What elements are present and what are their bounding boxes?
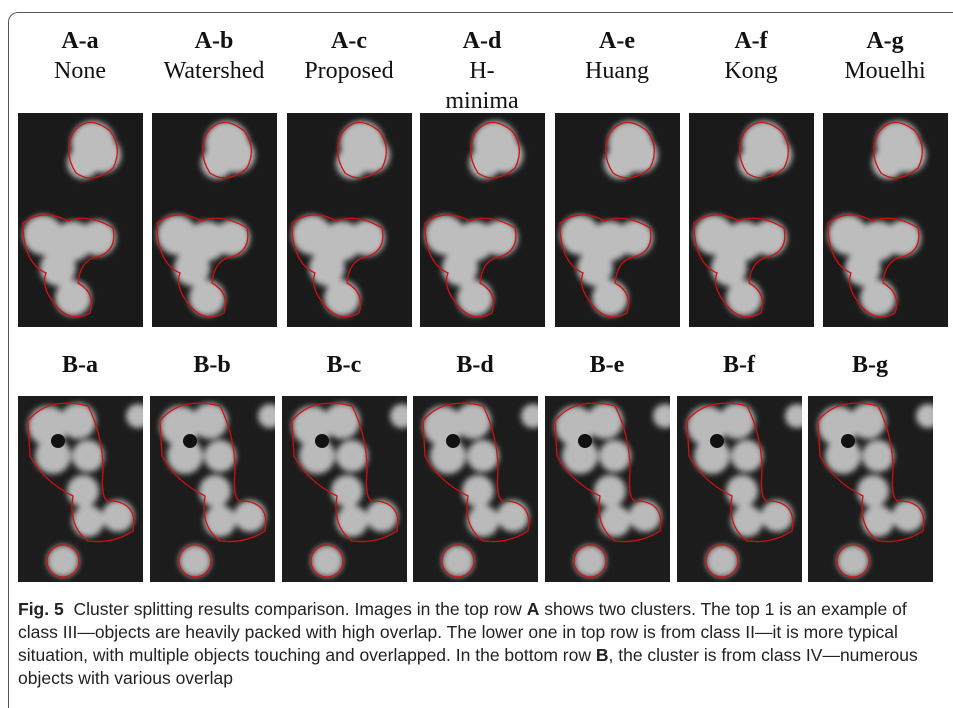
panel-label: B-c <box>279 350 409 380</box>
image-panel <box>282 396 407 582</box>
method-name: Mouelhi <box>844 58 925 84</box>
image <box>282 396 407 582</box>
image-panel <box>689 113 814 327</box>
image <box>808 396 933 582</box>
image <box>287 113 412 327</box>
image <box>677 396 802 582</box>
caption-bold: A <box>527 599 540 619</box>
image <box>152 113 277 327</box>
panel-label: B-g <box>805 350 935 380</box>
panel-id: B-f <box>674 350 804 380</box>
panel-id: A-c <box>284 26 414 56</box>
image <box>689 113 814 327</box>
caption-bold: B <box>596 645 609 665</box>
image-panel <box>808 396 933 582</box>
panel-id: A-e <box>552 26 682 56</box>
method-name: Watershed <box>164 58 265 84</box>
image-panel <box>545 396 670 582</box>
image <box>545 396 670 582</box>
image-panel <box>18 113 143 327</box>
panel-id: A-g <box>820 26 950 56</box>
image-panel <box>150 396 275 582</box>
panel-id: A-f <box>686 26 816 56</box>
caption-label: Fig. 5 <box>18 599 64 619</box>
image <box>150 396 275 582</box>
panel-id: B-b <box>147 350 277 380</box>
panel-label: B-b <box>147 350 277 380</box>
panel-label: B-d <box>410 350 540 380</box>
image-panel <box>287 113 412 327</box>
image-panel <box>823 113 948 327</box>
image-panel <box>152 113 277 327</box>
method-name: Kong <box>724 58 777 84</box>
method-name: H-minima <box>445 58 518 114</box>
image-panel <box>18 396 143 582</box>
panel-id: B-e <box>542 350 672 380</box>
panel-label: B-a <box>15 350 145 380</box>
image-panel <box>413 396 538 582</box>
image-panel <box>555 113 680 327</box>
image <box>823 113 948 327</box>
image <box>18 396 143 582</box>
method-name: None <box>54 58 106 84</box>
caption-text: Cluster splitting results comparison. Im… <box>73 599 521 619</box>
image <box>420 113 545 327</box>
image <box>18 113 143 327</box>
panel-label: B-f <box>674 350 804 380</box>
caption: Fig. 5 Cluster splitting results compari… <box>18 598 938 690</box>
image-panel <box>420 113 545 327</box>
image-panel <box>677 396 802 582</box>
panel-id: A-d <box>437 26 527 56</box>
panel-label: B-e <box>542 350 672 380</box>
panel-id: A-a <box>15 26 145 56</box>
method-name: Proposed <box>304 58 393 84</box>
image <box>413 396 538 582</box>
image <box>555 113 680 327</box>
panel-id: B-g <box>805 350 935 380</box>
panel-id: A-b <box>149 26 279 56</box>
method-name: Huang <box>585 58 649 84</box>
panel-id: B-d <box>410 350 540 380</box>
panel-id: B-c <box>279 350 409 380</box>
page: Fig. 5 Cluster splitting results compari… <box>0 0 953 707</box>
panel-id: B-a <box>15 350 145 380</box>
